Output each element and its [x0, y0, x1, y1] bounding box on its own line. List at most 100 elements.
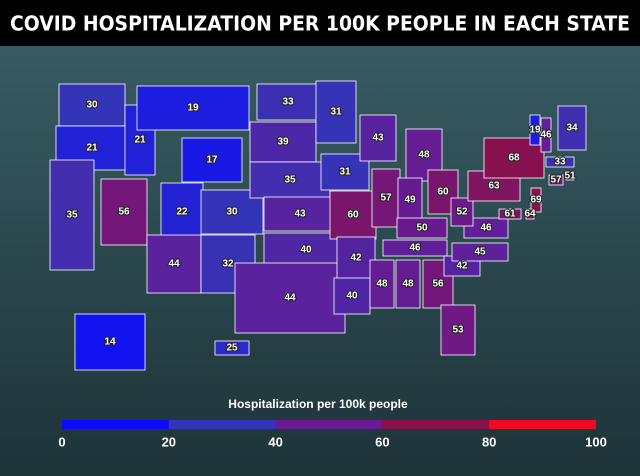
state	[440, 304, 476, 356]
state-value: 42	[350, 253, 362, 264]
state-value: 40	[300, 245, 312, 256]
state	[181, 137, 243, 183]
legend-segment	[489, 420, 596, 429]
legend-tick-label: 60	[375, 434, 389, 449]
state	[395, 259, 421, 309]
state-value: 56	[432, 279, 444, 290]
legend-title: Hospitalization per 100k people	[228, 397, 408, 411]
state-value: 30	[86, 100, 98, 111]
state-value: 56	[118, 207, 130, 218]
state-value: 21	[134, 135, 146, 146]
state-value: 60	[437, 187, 449, 198]
state-value: 35	[284, 175, 296, 186]
state-value: 46	[409, 243, 421, 254]
state	[451, 242, 509, 262]
state	[136, 85, 250, 131]
state	[100, 178, 148, 246]
state-value: 35	[66, 210, 78, 221]
state-value: 50	[416, 223, 428, 234]
state-value: 53	[452, 325, 464, 336]
state	[315, 80, 357, 144]
state	[160, 182, 204, 242]
state-value: 43	[372, 133, 384, 144]
legend-tick-label: 100	[585, 434, 607, 449]
legend-segment	[168, 420, 276, 429]
state-value: 48	[418, 150, 430, 161]
state	[525, 208, 535, 220]
state-value: 49	[404, 195, 416, 206]
state-value: 44	[168, 259, 180, 270]
state-value: 46	[540, 130, 552, 141]
legend-tick-label: 20	[162, 434, 176, 449]
legend-segment	[382, 420, 490, 429]
title-bar	[0, 0, 640, 46]
state-value: 46	[480, 223, 492, 234]
state	[74, 313, 146, 371]
state-value: 22	[176, 207, 188, 218]
state	[371, 168, 401, 228]
state-value: 30	[226, 207, 238, 218]
state-value: 51	[564, 171, 576, 182]
legend-tick-label: 80	[482, 434, 496, 449]
state-value: 32	[222, 259, 234, 270]
state-value: 64	[524, 209, 536, 220]
state	[49, 159, 95, 271]
state	[249, 161, 331, 199]
legend-tick-label: 40	[268, 434, 282, 449]
state	[557, 105, 587, 151]
state-value: 45	[474, 247, 486, 258]
legend: 0 20 40 60 80 100	[58, 420, 607, 449]
state-value: 44	[284, 293, 296, 304]
state-value: 61	[504, 209, 516, 220]
state	[214, 340, 250, 356]
state	[396, 217, 448, 239]
state-value: 31	[330, 107, 342, 118]
state	[540, 117, 552, 153]
title: COVID HOSPITALIZATION PER 100K PEOPLE IN…	[10, 12, 630, 36]
state-value: 48	[376, 279, 388, 290]
state-value: 63	[488, 181, 500, 192]
states: 30 21 35 56 21 19 17 22 30 44 32 33 39 35 43 40 44 31 31 60…	[49, 80, 587, 371]
state-value: 57	[380, 193, 392, 204]
state-value: 21	[86, 143, 98, 154]
state	[249, 121, 317, 163]
state	[256, 83, 320, 121]
state-value: 17	[206, 155, 218, 166]
state	[545, 156, 575, 168]
state-value: 33	[282, 97, 294, 108]
state-value: 52	[456, 207, 468, 218]
state	[548, 174, 564, 186]
state	[450, 197, 474, 227]
state-value: 42	[456, 261, 468, 272]
state-value: 14	[104, 337, 116, 348]
state-value: 33	[554, 157, 566, 168]
state	[369, 259, 395, 309]
state-value: 68	[508, 153, 520, 164]
state-value: 19	[187, 103, 199, 114]
state-value: 43	[294, 209, 306, 220]
state-value: 57	[550, 175, 562, 186]
legend-segment	[275, 420, 383, 429]
state-value: 19	[529, 125, 541, 136]
state	[530, 187, 542, 213]
state	[498, 208, 522, 220]
state-value: 34	[566, 123, 578, 134]
state	[336, 236, 376, 280]
state-value: 40	[346, 291, 358, 302]
state	[359, 114, 397, 162]
state-value: 69	[530, 195, 542, 206]
state	[529, 114, 541, 146]
legend-tick-label: 0	[58, 434, 65, 449]
state-value: 39	[277, 137, 289, 148]
state	[146, 234, 202, 294]
state	[234, 262, 346, 334]
state	[397, 177, 423, 223]
state	[382, 239, 448, 257]
state-value: 31	[339, 167, 351, 178]
state	[565, 171, 575, 181]
state-value: 25	[226, 343, 238, 354]
state-value: 60	[347, 210, 359, 221]
state-value: 48	[402, 279, 414, 290]
state	[463, 217, 509, 239]
